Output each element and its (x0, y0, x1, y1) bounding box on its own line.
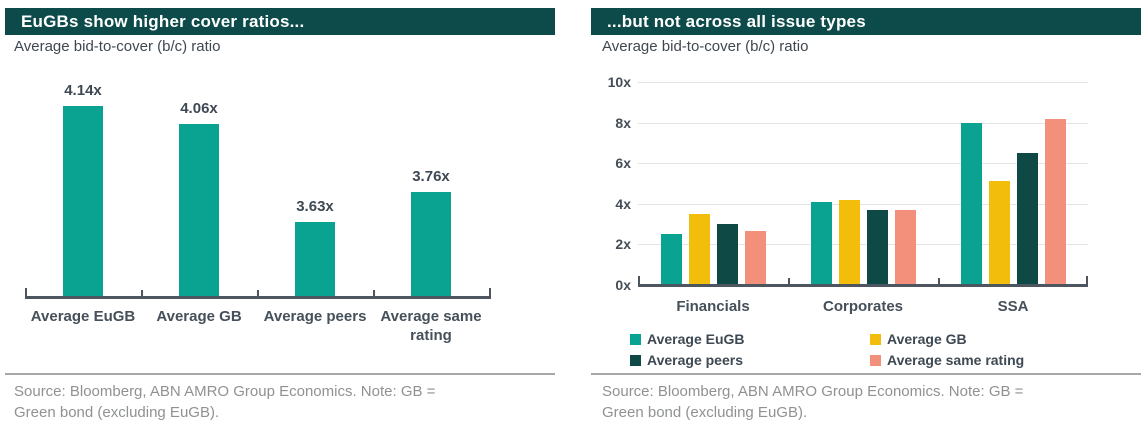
bar-financials-average-same-rating (745, 231, 766, 285)
x-label-average-peers: Average peers (263, 308, 367, 325)
x-axis-tick (638, 276, 640, 287)
legend-item-average-peers: Average peers (630, 352, 743, 368)
x-axis-tick (1086, 276, 1088, 287)
source-divider-right (591, 373, 1141, 375)
x-axis-tick (788, 278, 790, 287)
x-axis-tick (141, 290, 143, 299)
source-note-left: Source: Bloomberg, ABN AMRO Group Econom… (14, 383, 436, 421)
bar-ssa-average-gb (989, 181, 1010, 285)
source-note-right: Source: Bloomberg, ABN AMRO Group Econom… (602, 383, 1024, 421)
legend-label-average-eugb: Average EuGB (647, 331, 745, 347)
bar-corporates-average-peers (867, 210, 888, 285)
gridline-2x (638, 244, 1088, 245)
bar-corporates-average-same-rating (895, 210, 916, 285)
bar-financials-average-peers (717, 224, 738, 285)
x-label-financials: Financials (676, 298, 750, 315)
x-label-average-eugb: Average EuGB (30, 308, 136, 325)
value-label-average-same-rating: 3.76x (412, 168, 450, 185)
value-label-average-eugb: 4.14x (64, 82, 102, 99)
gridline-6x (638, 163, 1088, 164)
bar-corporates-average-gb (839, 200, 860, 285)
value-label-average-gb: 4.06x (180, 100, 218, 117)
gridline-8x (638, 123, 1088, 124)
legend-swatch-average-peers (630, 354, 641, 366)
bar-average-peers (295, 222, 335, 297)
panel-eugb-cover-ratios: EuGBs show higher cover ratios... Averag… (5, 0, 555, 432)
source-divider-left (5, 373, 555, 375)
x-label-average-gb: Average GB (156, 308, 242, 325)
y-axis-label-4x: 4x (615, 196, 631, 212)
panel-issue-types: ...but not across all issue types Averag… (591, 0, 1141, 432)
x-axis-tick (489, 288, 491, 299)
legend-item-average-same-rating: Average same rating (870, 352, 1024, 368)
chart-subtitle-left: Average bid-to-cover (b/c) ratio (14, 38, 221, 55)
y-axis-label-0x: 0x (615, 277, 631, 293)
legend-label-average-peers: Average peers (647, 352, 743, 368)
bar-financials-average-eugb (661, 234, 682, 285)
chart-title-right: ...but not across all issue types (591, 8, 1141, 35)
x-axis-tick (373, 290, 375, 299)
x-axis-tick (938, 278, 940, 287)
y-axis-label-2x: 2x (615, 236, 631, 252)
legend-item-average-eugb: Average EuGB (630, 331, 745, 347)
chart-title-left: EuGBs show higher cover ratios... (5, 8, 555, 35)
bar-financials-average-gb (689, 214, 710, 285)
bar-average-same-rating (411, 192, 451, 297)
y-axis-label-10x: 10x (607, 74, 631, 90)
value-label-average-peers: 3.63x (296, 198, 334, 215)
x-axis-line (638, 284, 1088, 287)
x-label-average-same-rating: Average same rating (380, 308, 482, 344)
legend-label-average-same-rating: Average same rating (887, 352, 1025, 368)
bar-average-eugb (63, 106, 103, 297)
x-label-ssa: SSA (997, 298, 1029, 315)
bar-corporates-average-eugb (811, 202, 832, 285)
x-axis-tick (257, 290, 259, 299)
bar-ssa-average-peers (1017, 153, 1038, 285)
gridline-10x (638, 82, 1088, 83)
legend-swatch-average-eugb (630, 333, 641, 345)
legend-swatch-average-same-rating (870, 354, 881, 366)
y-axis-label-6x: 6x (615, 155, 631, 171)
x-axis-tick (25, 288, 27, 299)
x-label-corporates: Corporates (822, 298, 904, 315)
legend-swatch-average-gb (870, 333, 881, 345)
legend-label-average-gb: Average GB (887, 331, 967, 347)
bar-ssa-average-eugb (961, 123, 982, 285)
legend-item-average-gb: Average GB (870, 331, 967, 347)
chart-subtitle-right: Average bid-to-cover (b/c) ratio (602, 38, 809, 55)
gridline-4x (638, 204, 1088, 205)
y-axis-label-8x: 8x (615, 115, 631, 131)
bar-ssa-average-same-rating (1045, 119, 1066, 285)
bar-average-gb (179, 124, 219, 297)
